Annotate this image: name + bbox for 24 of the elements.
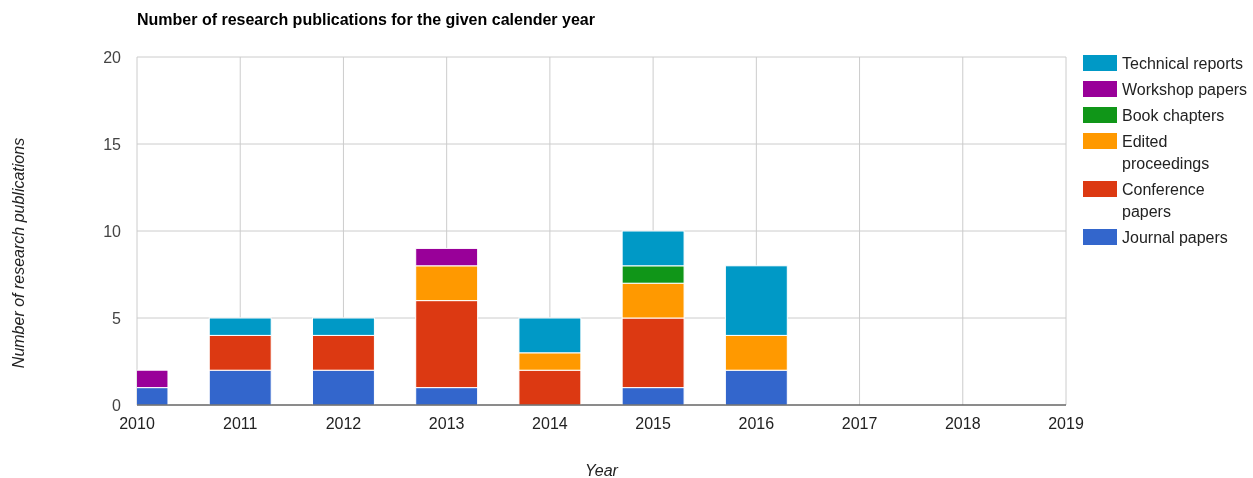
x-tick-label: 2012 — [325, 415, 362, 432]
y-tick-label: 0 — [112, 396, 122, 414]
x-tick-label: 2019 — [1048, 415, 1084, 432]
x-axis-title: Year — [585, 462, 619, 478]
legend-label: Journal papers — [1122, 229, 1228, 246]
chart-title: Number of research publications for the given calender year — [137, 11, 595, 28]
legend-label: Edited proceedings — [1122, 133, 1210, 172]
x-tick-label: 2018 — [944, 415, 981, 432]
x-tick-label: 2014 — [532, 415, 568, 432]
legend-label: Book chapters — [1122, 107, 1225, 124]
x-tick-label: 2013 — [428, 415, 465, 432]
x-tick-label: 2016 — [738, 415, 775, 432]
y-tick-label: 20 — [103, 48, 122, 66]
legend-label: Workshop papers — [1122, 81, 1248, 98]
x-tick-label: 2017 — [841, 415, 878, 432]
x-tick-label: 2011 — [223, 415, 258, 432]
legend-label: Technical reports — [1122, 55, 1243, 72]
y-tick-label: 5 — [112, 309, 122, 327]
y-tick-label: 15 — [103, 135, 122, 153]
y-tick-label: 10 — [103, 222, 122, 240]
x-tick-label: 2015 — [635, 415, 672, 432]
x-tick-label: 2010 — [119, 415, 155, 432]
y-axis-title: Number of research publications — [10, 137, 27, 369]
legend-label: Conference papers — [1122, 181, 1205, 220]
